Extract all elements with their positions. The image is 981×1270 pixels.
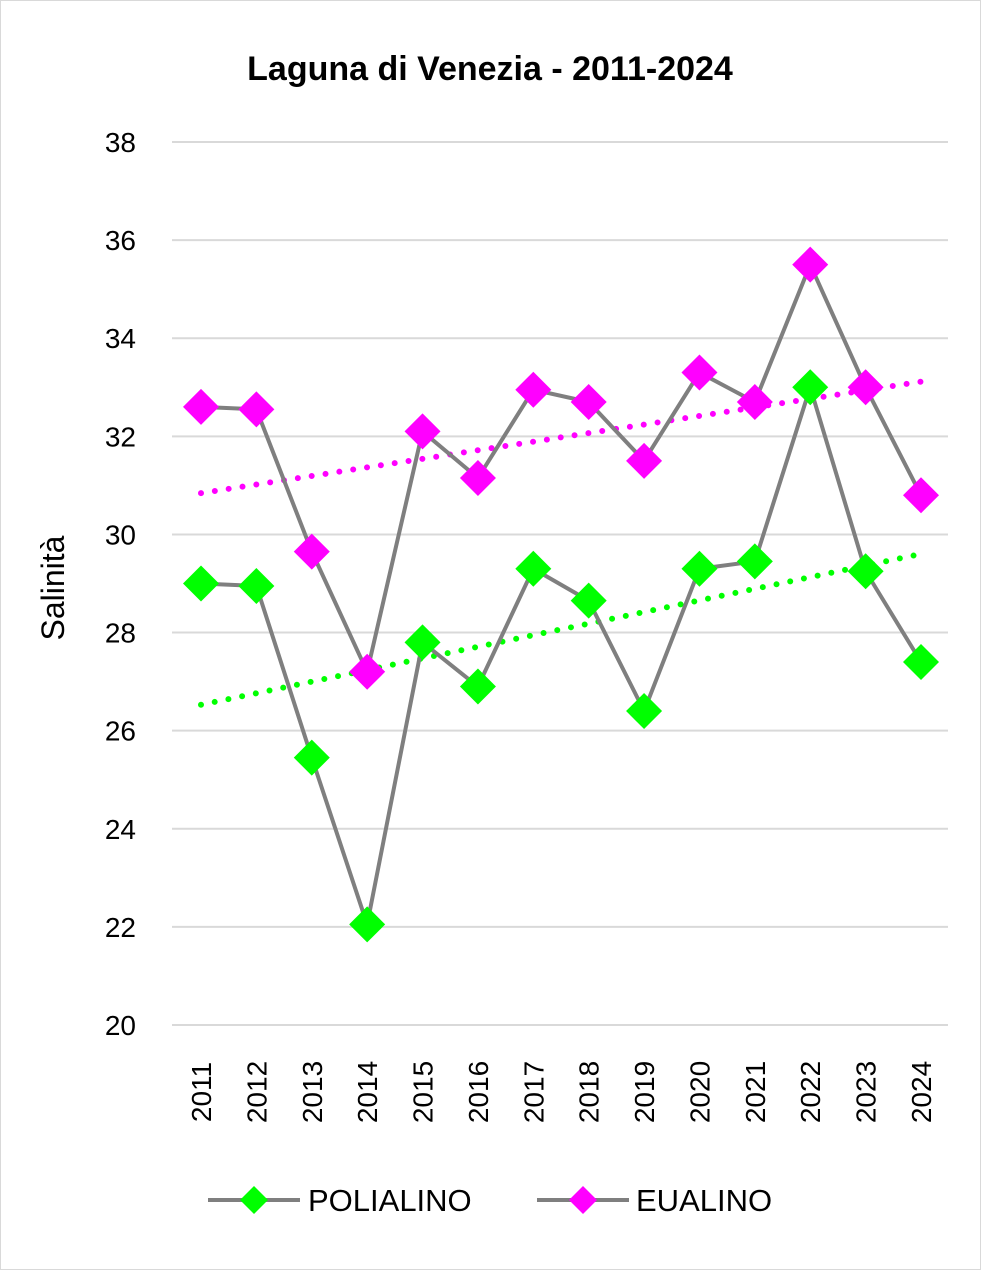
x-tick-label: 2014 (352, 1061, 383, 1123)
y-tick-label: 30 (105, 519, 136, 550)
eualino-data-point (238, 391, 275, 428)
x-tick-label: 2016 (463, 1061, 494, 1123)
eualino-data-point (847, 369, 884, 406)
polialino-data-point (847, 553, 884, 590)
x-tick-label: 2020 (684, 1061, 715, 1123)
polialino-data-point (459, 668, 496, 705)
eualino-data-point (681, 354, 718, 391)
y-tick-label: 28 (105, 618, 136, 649)
x-tick-label: 2024 (906, 1061, 937, 1123)
eualino-data-point (515, 371, 552, 408)
polialino-data-point (349, 906, 386, 943)
x-tick-label: 2015 (408, 1061, 439, 1123)
y-tick-label: 32 (105, 421, 136, 452)
y-tick-label: 38 (105, 127, 136, 158)
eualino-legend-marker (569, 1186, 597, 1214)
eualino-data-point (183, 388, 219, 425)
x-tick-label: 2021 (740, 1061, 771, 1123)
eualino-data-point (293, 533, 330, 570)
x-tick-label: 2013 (297, 1061, 328, 1123)
polialino-data-point (681, 550, 718, 587)
eualino-data-point (349, 653, 386, 690)
x-tick-label: 2012 (241, 1061, 272, 1123)
polialino-data-point (903, 643, 939, 680)
polialino-data-point (404, 624, 441, 661)
x-tick-label: 2018 (574, 1061, 605, 1123)
polialino-data-point (792, 369, 829, 406)
polialino-data-point (293, 739, 330, 776)
y-tick-label: 20 (105, 1010, 136, 1041)
eualino-data-point (570, 383, 607, 420)
y-axis-label: Salinità (35, 535, 71, 640)
polialino-data-point (238, 567, 275, 604)
polialino-trendline (198, 550, 924, 708)
polialino-data-point (736, 543, 773, 580)
eualino-data-point (404, 413, 441, 450)
eualino-data-point (626, 442, 663, 479)
y-tick-label: 26 (105, 716, 136, 747)
polialino-data-point (515, 550, 552, 587)
eualino-data-point (459, 460, 496, 497)
polialino-data-point (570, 582, 607, 619)
eualino-data-point (792, 246, 829, 283)
eualino-legend-label: EUALINO (636, 1183, 772, 1218)
x-tick-label: 2019 (629, 1061, 660, 1123)
polialino-legend-label: POLIALINO (308, 1183, 472, 1218)
polialino-series-line (200, 385, 923, 927)
eualino-data-point (903, 477, 939, 514)
x-tick-label: 2023 (851, 1061, 882, 1123)
y-tick-label: 24 (105, 814, 136, 845)
eualino-data-point (736, 383, 773, 420)
y-tick-label: 36 (105, 225, 136, 256)
x-tick-label: 2017 (518, 1061, 549, 1123)
y-tick-label: 34 (105, 323, 136, 354)
polialino-data-point (626, 693, 663, 730)
x-tick-label: 2011 (186, 1062, 217, 1122)
chart-title: Laguna di Venezia - 2011-2024 (247, 50, 733, 88)
y-tick-label: 22 (105, 912, 136, 943)
eualino-series-line (200, 262, 923, 674)
x-tick-label: 2022 (795, 1061, 826, 1123)
polialino-data-point (183, 565, 219, 602)
eualino-trendline (198, 378, 924, 497)
polialino-legend-marker (240, 1186, 268, 1214)
